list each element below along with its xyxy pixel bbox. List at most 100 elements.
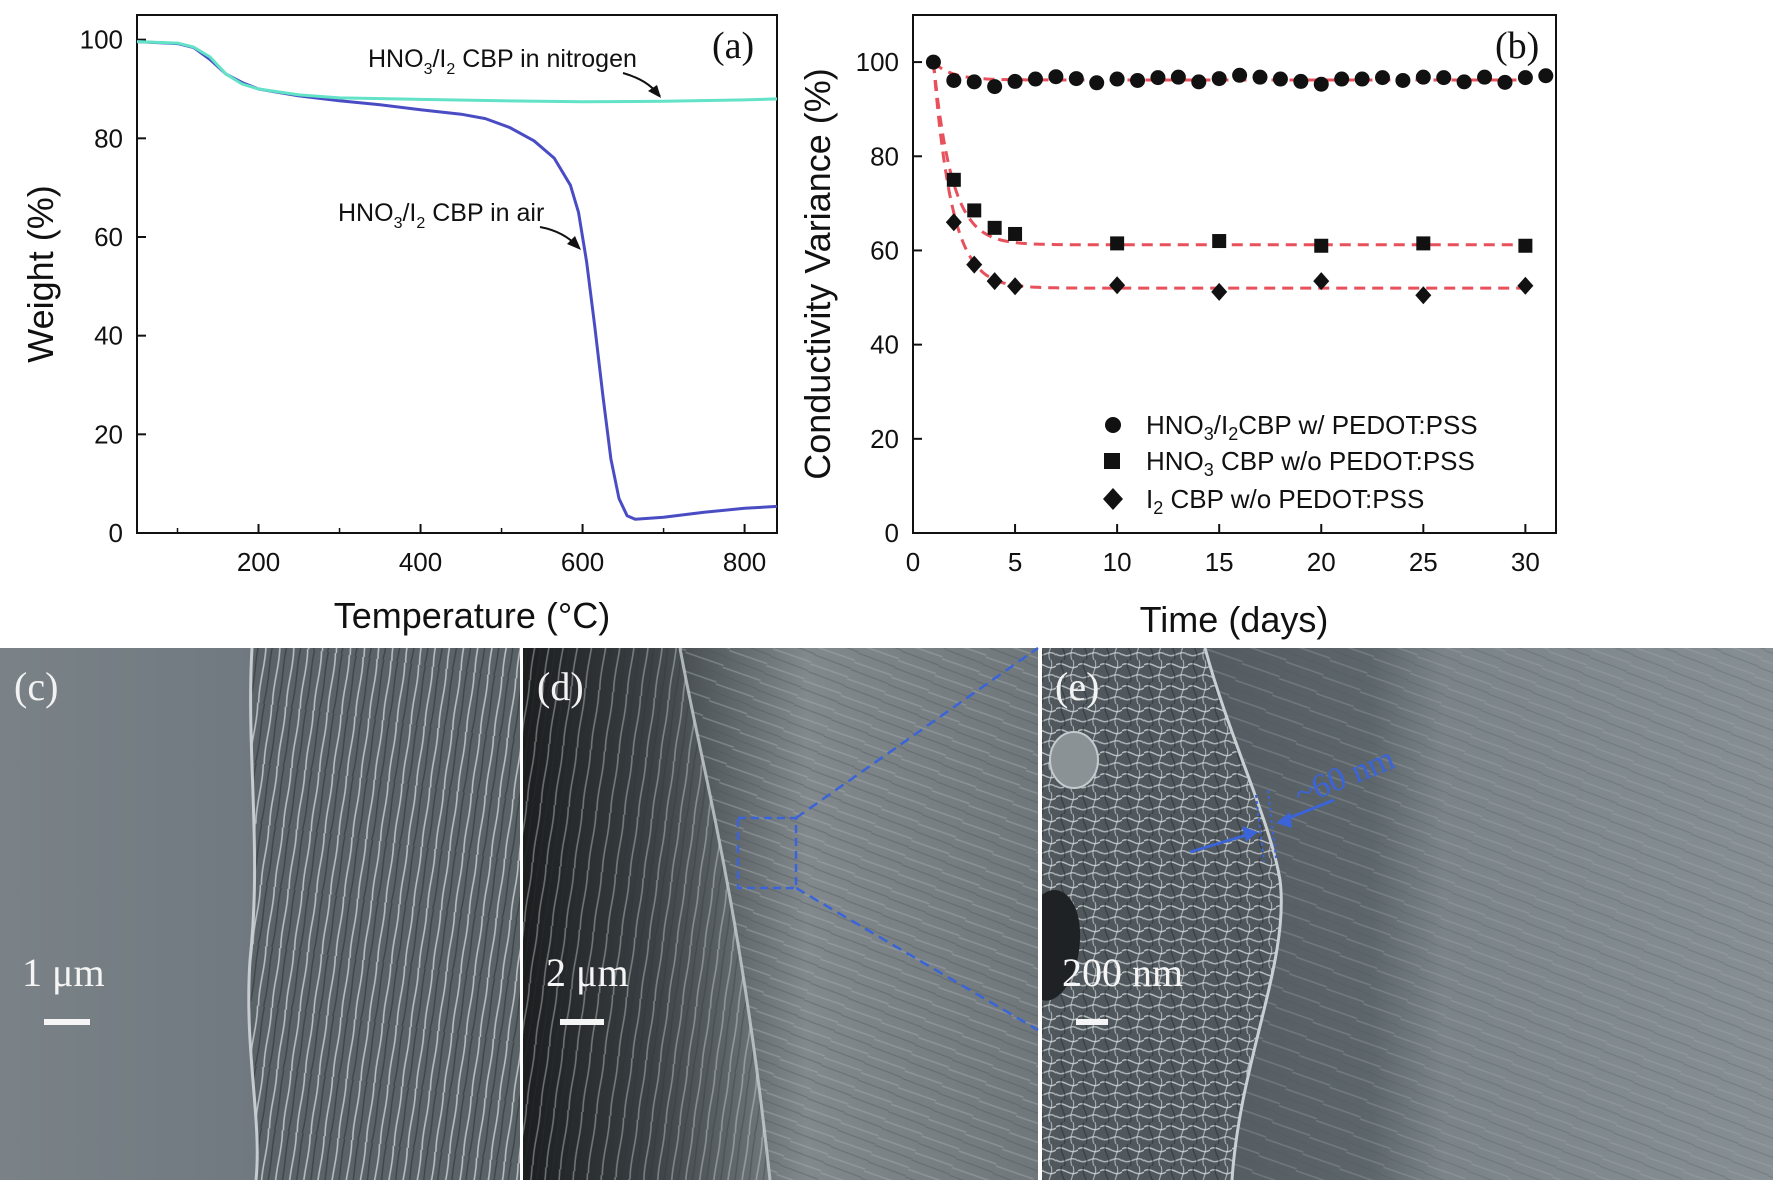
panel-e-measure-arrow-left xyxy=(1189,832,1251,854)
data-point-pedot xyxy=(1130,72,1146,88)
legend-entry-i2: I2 CBP w/o PEDOT:PSS xyxy=(1146,484,1424,518)
panel-d-zoom-box xyxy=(736,816,798,890)
data-point-pedot xyxy=(1150,70,1166,86)
data-point-pedot xyxy=(1089,75,1105,91)
data-point-i2 xyxy=(945,213,962,232)
panel-a-tag: (a) xyxy=(712,25,754,67)
panel-b-y-tick-label: 100 xyxy=(856,47,899,77)
data-point-pedot xyxy=(1517,70,1533,86)
data-point-pedot xyxy=(1334,71,1350,87)
data-point-i2 xyxy=(1517,276,1534,295)
data-point-hno3 xyxy=(946,172,961,187)
panel-a-x-tick-label: 800 xyxy=(723,547,766,577)
panel-e-scale-label: 200 nm xyxy=(1062,950,1183,995)
panel-b-tag: (b) xyxy=(1495,25,1539,67)
data-point-pedot xyxy=(1191,74,1207,90)
panel-a-x-axis-label: Temperature (°C) xyxy=(334,595,610,636)
panel-b-x-tick-label: 20 xyxy=(1307,547,1336,577)
data-point-pedot xyxy=(1170,69,1186,85)
panel-b-x-tick-label: 25 xyxy=(1409,547,1438,577)
panel-b-y-tick-label: 0 xyxy=(885,518,899,548)
data-point-i2 xyxy=(1313,272,1330,291)
panel-d-tag: (d) xyxy=(537,664,584,709)
panel-b-y-tick-label: 80 xyxy=(870,141,899,171)
fit-curve-i2 xyxy=(931,61,1530,290)
panel-b-legend: HNO3/I2CBP w/ PEDOT:PSS HNO3 CBP w/o PED… xyxy=(1103,410,1478,518)
data-point-pedot xyxy=(1027,71,1043,87)
panel-c-scale-bar xyxy=(44,1019,90,1025)
data-point-hno3 xyxy=(1008,226,1023,241)
panel-a-x-tick-label: 200 xyxy=(237,547,280,577)
data-point-pedot xyxy=(1068,71,1084,87)
panel-b-x-tick-label: 30 xyxy=(1511,547,1540,577)
data-point-pedot xyxy=(946,72,962,88)
data-point-i2 xyxy=(966,255,983,274)
panel-c-scale-label: 1 μm xyxy=(22,950,105,995)
panel-b-conductivity-chart: 0 5 10 15 20 25 30 0 20 40 60 80 100 (b) HNO3/I2CBP … xyxy=(797,14,1557,640)
annotation-air-arrowhead xyxy=(567,236,581,250)
data-point-pedot xyxy=(1436,70,1452,86)
panel-e-scale-bar xyxy=(1076,1019,1108,1025)
panel-e-measure-arrow-right xyxy=(1283,798,1335,822)
panel-a-tga-chart: 200 400 600 800 0 20 40 60 80 100 (a) HNO3/I2 CBP… xyxy=(20,14,778,636)
panel-e-measure-guide-left xyxy=(1255,794,1265,863)
panel-d-edge xyxy=(678,647,772,1180)
data-point-hno3 xyxy=(1518,238,1533,253)
annotation-nitrogen-arrowhead xyxy=(648,85,661,98)
data-point-pedot xyxy=(1456,74,1472,90)
panel-a-y-axis-label: Weight (%) xyxy=(20,185,61,362)
data-point-pedot xyxy=(1272,71,1288,87)
data-point-pedot xyxy=(1252,69,1268,85)
panel-d-zoom-line-bottom xyxy=(795,886,1039,1032)
panel-b-x-tick-label: 10 xyxy=(1103,547,1132,577)
data-point-pedot xyxy=(1048,69,1064,85)
panel-c-edge xyxy=(247,647,259,1180)
data-point-hno3 xyxy=(987,220,1002,235)
data-point-pedot xyxy=(1313,76,1329,92)
panel-a-y-tick-label: 20 xyxy=(94,419,123,449)
panel-a-y-tick-label: 0 xyxy=(109,518,123,548)
panel-e-tag: (e) xyxy=(1055,664,1099,709)
panel-b-y-tick-label: 60 xyxy=(870,235,899,265)
panel-c-sem-image: (c) 1 μm xyxy=(0,647,520,1180)
data-point-i2 xyxy=(1007,277,1024,296)
fit-curve-hno3 xyxy=(931,61,1530,247)
panel-a-y-tick-label: 40 xyxy=(94,321,123,351)
data-point-i2 xyxy=(986,272,1003,291)
data-point-hno3 xyxy=(1314,238,1329,253)
data-point-pedot xyxy=(1007,73,1023,89)
panel-d-sem-image: (d) 2 μm xyxy=(523,646,1039,1180)
panel-a-x-tick-label: 400 xyxy=(399,547,442,577)
data-point-pedot xyxy=(1395,72,1411,88)
data-point-hno3 xyxy=(1212,234,1227,249)
data-point-i2 xyxy=(1109,276,1126,295)
series-line-nitrogen xyxy=(136,40,778,104)
legend-entry-hno3: HNO3 CBP w/o PEDOT:PSS xyxy=(1146,446,1475,480)
panel-e-edge xyxy=(1203,647,1283,1180)
panel-b-x-tick-label: 0 xyxy=(906,547,920,577)
data-point-pedot xyxy=(1374,70,1390,86)
legend-entry-pedot: HNO3/I2CBP w/ PEDOT:PSS xyxy=(1146,410,1478,444)
data-point-i2 xyxy=(1211,282,1228,301)
series-line-air xyxy=(136,40,778,521)
panel-a-y-tick-label: 60 xyxy=(94,222,123,252)
legend-marker-diamond xyxy=(1103,488,1123,510)
data-point-pedot xyxy=(1538,68,1554,84)
data-point-pedot xyxy=(966,74,982,90)
panel-e-void xyxy=(1042,890,1081,1001)
panel-b-x-axis-label: Time (days) xyxy=(1140,599,1329,640)
panel-b-x-tick-label: 5 xyxy=(1008,547,1022,577)
data-point-pedot xyxy=(1354,71,1370,87)
data-point-pedot xyxy=(1415,69,1431,85)
data-point-pedot xyxy=(1109,71,1125,87)
data-point-pedot xyxy=(1477,69,1493,85)
legend-marker-circle xyxy=(1105,417,1121,433)
data-point-pedot xyxy=(925,54,941,70)
data-point-hno3 xyxy=(967,203,982,218)
panel-b-y-axis-label: Conductivity Variance (%) xyxy=(797,68,838,480)
panel-b-plot-frame xyxy=(912,14,1557,534)
panel-c-tag: (c) xyxy=(14,664,58,709)
panel-a-x-tick-label: 600 xyxy=(561,547,604,577)
panel-b-x-tick-label: 15 xyxy=(1205,547,1234,577)
